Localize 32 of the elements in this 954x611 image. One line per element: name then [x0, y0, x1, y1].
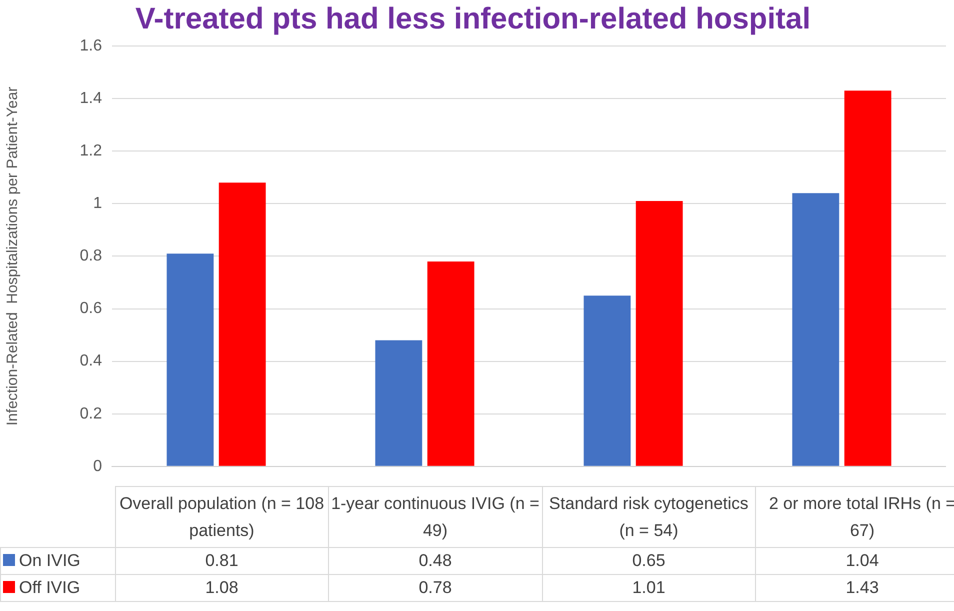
bar — [166, 254, 214, 466]
y-tick-label: 0.8 — [80, 248, 102, 265]
data-label: 1.43 — [756, 574, 954, 602]
data-label: 0.81 — [115, 548, 328, 574]
y-axis-title: Infection-Related Hospitalizations per Patient-Year — [4, 86, 22, 426]
x-tick-label: Standard risk cytogenetics (n = 54) — [542, 486, 756, 548]
y-tick-label: 1.6 — [80, 37, 102, 54]
legend-label: Off IVIG — [0, 574, 115, 602]
bar — [636, 201, 683, 466]
data-label: 1.08 — [115, 574, 328, 602]
y-tick-label: 1.2 — [80, 142, 102, 160]
y-tick-label: 0 — [93, 458, 102, 475]
data-label: 0.48 — [328, 548, 542, 574]
data-label: 1.04 — [756, 548, 954, 574]
x-tick-label: 1-year continuous IVIG (n = 49) — [328, 486, 542, 548]
data-label: 0.65 — [542, 548, 756, 574]
bar — [844, 90, 892, 466]
y-tick-label: 0.2 — [80, 405, 102, 422]
bar — [427, 261, 474, 466]
data-label: 0.78 — [328, 574, 542, 602]
bar — [792, 193, 840, 466]
legend-label: On IVIG — [0, 548, 115, 574]
x-tick-label: Overall population (n = 108 patients) — [115, 486, 328, 548]
bar — [584, 296, 631, 466]
data-label: 1.01 — [542, 574, 756, 602]
bar — [375, 340, 422, 466]
y-tick-label: 0.6 — [80, 300, 102, 318]
y-tick-label: 1.4 — [80, 90, 102, 107]
y-tick-label: 0.4 — [80, 352, 102, 370]
chart-title: V-treated pts had less infection-related hospital — [135, 2, 811, 36]
bar — [218, 182, 266, 466]
y-tick-label: 1 — [93, 195, 102, 212]
